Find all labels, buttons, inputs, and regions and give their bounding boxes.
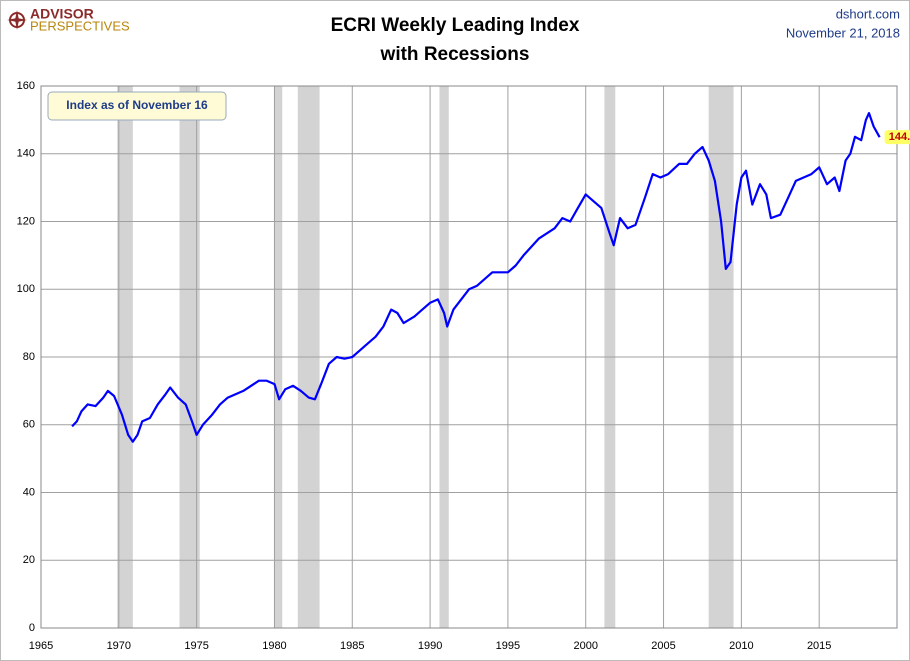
annotation-box bbox=[47, 91, 227, 121]
x-tick-label: 1975 bbox=[184, 640, 208, 652]
y-tick-label: 100 bbox=[17, 283, 35, 295]
y-tick-label: 0 bbox=[29, 622, 35, 634]
value-label: 144.9 bbox=[889, 131, 910, 143]
brand-top: ADVISOR bbox=[30, 6, 94, 22]
logo bbox=[7, 10, 27, 30]
x-tick-label: 1985 bbox=[340, 640, 364, 652]
chart-title: ECRI Weekly Leading Index bbox=[331, 15, 580, 36]
value-label-bg bbox=[884, 130, 910, 145]
plot-border bbox=[40, 85, 898, 629]
x-tick-label: 1990 bbox=[418, 640, 442, 652]
x-tick-label: 2015 bbox=[807, 640, 831, 652]
date: November 21, 2018 bbox=[786, 25, 900, 40]
y-tick-label: 40 bbox=[23, 486, 35, 498]
series-line bbox=[71, 112, 881, 443]
x-tick-label: 1965 bbox=[29, 640, 53, 652]
y-tick-label: 160 bbox=[17, 80, 35, 92]
brand-bottom: PERSPECTIVES bbox=[30, 18, 130, 33]
annotation: Index as of November 16 bbox=[66, 98, 208, 112]
y-tick-label: 20 bbox=[23, 554, 35, 566]
chart-subtitle: with Recessions bbox=[380, 44, 530, 65]
x-tick-label: 2000 bbox=[573, 640, 597, 652]
y-tick-label: 120 bbox=[17, 215, 35, 227]
y-tick-label: 140 bbox=[17, 148, 35, 160]
x-tick-label: 1995 bbox=[496, 640, 520, 652]
y-tick-label: 60 bbox=[23, 419, 35, 431]
x-tick-label: 1980 bbox=[262, 640, 286, 652]
x-tick-label: 2005 bbox=[651, 640, 675, 652]
y-tick-label: 80 bbox=[23, 351, 35, 363]
x-tick-label: 2010 bbox=[729, 640, 753, 652]
source: dshort.com bbox=[836, 6, 900, 21]
x-tick-label: 1970 bbox=[107, 640, 131, 652]
